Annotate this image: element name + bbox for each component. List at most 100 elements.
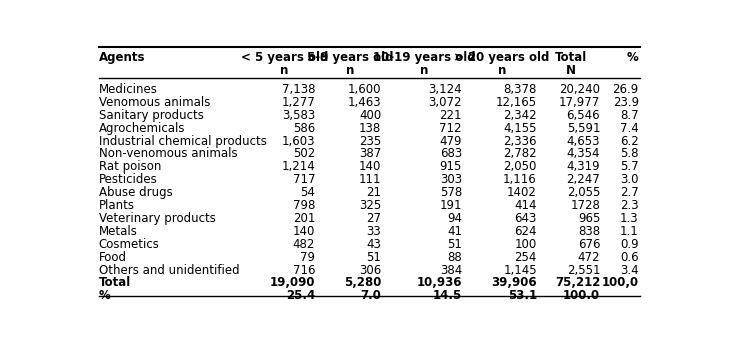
- Text: 8.7: 8.7: [620, 109, 639, 122]
- Text: 10,936: 10,936: [417, 276, 462, 289]
- Text: 94: 94: [447, 212, 462, 225]
- Text: 578: 578: [440, 186, 462, 199]
- Text: Veterinary products: Veterinary products: [99, 212, 215, 225]
- Text: 26.9: 26.9: [612, 83, 639, 96]
- Text: 482: 482: [293, 238, 315, 251]
- Text: 19,090: 19,090: [270, 276, 315, 289]
- Text: 4,653: 4,653: [567, 135, 600, 148]
- Text: 2,551: 2,551: [567, 263, 600, 276]
- Text: 235: 235: [359, 135, 381, 148]
- Text: n: n: [346, 64, 354, 77]
- Text: N: N: [566, 64, 576, 77]
- Text: 4,155: 4,155: [503, 122, 537, 135]
- Text: 54: 54: [300, 186, 315, 199]
- Text: 8,378: 8,378: [504, 83, 537, 96]
- Text: 306: 306: [359, 263, 381, 276]
- Text: 27: 27: [366, 212, 381, 225]
- Text: 5.7: 5.7: [620, 161, 639, 173]
- Text: 712: 712: [439, 122, 462, 135]
- Text: %: %: [99, 289, 111, 302]
- Text: 111: 111: [359, 173, 381, 186]
- Text: 400: 400: [359, 109, 381, 122]
- Text: > 20 years old: > 20 years old: [454, 51, 549, 64]
- Text: 201: 201: [293, 212, 315, 225]
- Text: 23.9: 23.9: [613, 96, 639, 109]
- Text: 4,354: 4,354: [567, 148, 600, 161]
- Text: 5,280: 5,280: [344, 276, 381, 289]
- Text: 254: 254: [514, 251, 537, 264]
- Text: 325: 325: [359, 199, 381, 212]
- Text: 138: 138: [359, 122, 381, 135]
- Text: 915: 915: [440, 161, 462, 173]
- Text: 17,977: 17,977: [559, 96, 600, 109]
- Text: 3,583: 3,583: [282, 109, 315, 122]
- Text: 1,463: 1,463: [348, 96, 381, 109]
- Text: 838: 838: [578, 225, 600, 238]
- Text: 2,342: 2,342: [503, 109, 537, 122]
- Text: 10-19 years old: 10-19 years old: [373, 51, 476, 64]
- Text: 25.4: 25.4: [286, 289, 315, 302]
- Text: 479: 479: [439, 135, 462, 148]
- Text: 624: 624: [514, 225, 537, 238]
- Text: 12,165: 12,165: [496, 96, 537, 109]
- Text: 676: 676: [577, 238, 600, 251]
- Text: 414: 414: [514, 199, 537, 212]
- Text: %: %: [627, 51, 639, 64]
- Text: Industrial chemical products: Industrial chemical products: [99, 135, 267, 148]
- Text: 717: 717: [293, 173, 315, 186]
- Text: 1,214: 1,214: [282, 161, 315, 173]
- Text: Agrochemicals: Agrochemicals: [99, 122, 185, 135]
- Text: 5.8: 5.8: [620, 148, 639, 161]
- Text: 2,782: 2,782: [503, 148, 537, 161]
- Text: 51: 51: [366, 251, 381, 264]
- Text: 1728: 1728: [571, 199, 600, 212]
- Text: 33: 33: [366, 225, 381, 238]
- Text: 7.0: 7.0: [360, 289, 381, 302]
- Text: 586: 586: [293, 122, 315, 135]
- Text: 21: 21: [366, 186, 381, 199]
- Text: 1.1: 1.1: [620, 225, 639, 238]
- Text: 2,247: 2,247: [566, 173, 600, 186]
- Text: 53.1: 53.1: [507, 289, 537, 302]
- Text: 140: 140: [359, 161, 381, 173]
- Text: 7,138: 7,138: [282, 83, 315, 96]
- Text: 79: 79: [300, 251, 315, 264]
- Text: 140: 140: [293, 225, 315, 238]
- Text: 5-9 years old: 5-9 years old: [308, 51, 394, 64]
- Text: 41: 41: [447, 225, 462, 238]
- Text: Sanitary products: Sanitary products: [99, 109, 204, 122]
- Text: 20,240: 20,240: [559, 83, 600, 96]
- Text: 2,050: 2,050: [504, 161, 537, 173]
- Text: 965: 965: [578, 212, 600, 225]
- Text: 1,116: 1,116: [503, 173, 537, 186]
- Text: 472: 472: [577, 251, 600, 264]
- Text: 88: 88: [447, 251, 462, 264]
- Text: Metals: Metals: [99, 225, 137, 238]
- Text: 3,124: 3,124: [429, 83, 462, 96]
- Text: Plants: Plants: [99, 199, 134, 212]
- Text: 6.2: 6.2: [620, 135, 639, 148]
- Text: 1,277: 1,277: [282, 96, 315, 109]
- Text: n: n: [420, 64, 428, 77]
- Text: 221: 221: [439, 109, 462, 122]
- Text: 100,0: 100,0: [602, 276, 639, 289]
- Text: 14.5: 14.5: [432, 289, 462, 302]
- Text: n: n: [280, 64, 288, 77]
- Text: Rat poison: Rat poison: [99, 161, 161, 173]
- Text: 1,600: 1,600: [348, 83, 381, 96]
- Text: 798: 798: [293, 199, 315, 212]
- Text: 0.6: 0.6: [620, 251, 639, 264]
- Text: Total: Total: [99, 276, 131, 289]
- Text: 0.9: 0.9: [620, 238, 639, 251]
- Text: 1,603: 1,603: [282, 135, 315, 148]
- Text: 39,906: 39,906: [491, 276, 537, 289]
- Text: 4,319: 4,319: [567, 161, 600, 173]
- Text: 1.3: 1.3: [620, 212, 639, 225]
- Text: 3.0: 3.0: [620, 173, 639, 186]
- Text: 384: 384: [440, 263, 462, 276]
- Text: 683: 683: [440, 148, 462, 161]
- Text: 1,145: 1,145: [503, 263, 537, 276]
- Text: 6,546: 6,546: [567, 109, 600, 122]
- Text: Others and unidentified: Others and unidentified: [99, 263, 239, 276]
- Text: Cosmetics: Cosmetics: [99, 238, 160, 251]
